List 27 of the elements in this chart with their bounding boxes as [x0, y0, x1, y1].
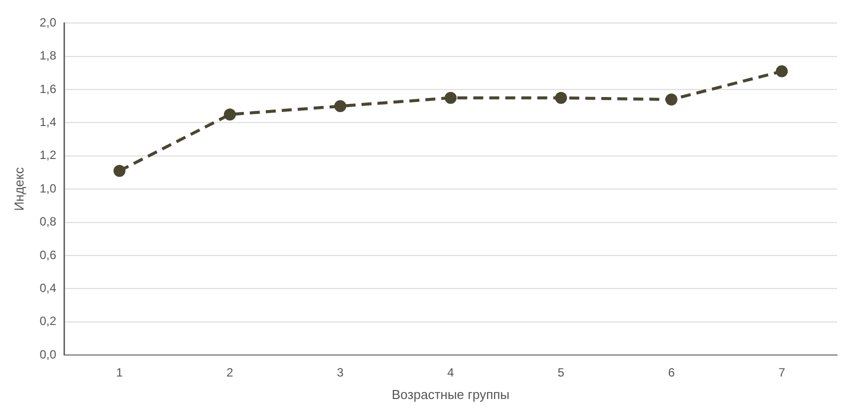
y-tick-label: 1,6 — [40, 82, 57, 96]
y-axis-title: Индекс — [11, 166, 26, 211]
point — [334, 100, 346, 112]
x-tick-label: 4 — [447, 366, 454, 380]
point — [555, 92, 568, 104]
x-tick-label: 2 — [226, 366, 234, 380]
y-tick-label: 1,2 — [40, 148, 57, 162]
y-tick-label: 1,0 — [40, 181, 57, 196]
y-tick-label: 0,0 — [40, 347, 57, 362]
point — [776, 65, 788, 78]
y-tick-label: 1,8 — [40, 48, 57, 63]
point — [113, 164, 126, 177]
point — [444, 92, 457, 104]
x-tick-label: 5 — [558, 366, 565, 380]
y-tick-label: 2,0 — [40, 16, 57, 30]
x-tick-label: 1 — [116, 366, 124, 380]
x-axis-title: Возрастные группы — [392, 386, 510, 402]
y-tick-label: 0,4 — [40, 280, 57, 295]
x-tick-label: 6 — [668, 366, 676, 380]
x-tick-label: 3 — [336, 366, 344, 380]
x-tick-label: 7 — [778, 366, 786, 380]
point — [665, 94, 678, 106]
y-tick-label: 0,6 — [40, 248, 57, 262]
y-tick-label: 1,4 — [40, 115, 57, 130]
y-tick-label: 0,8 — [40, 214, 57, 229]
point — [224, 108, 236, 120]
y-tick-label: 0,2 — [40, 314, 57, 328]
